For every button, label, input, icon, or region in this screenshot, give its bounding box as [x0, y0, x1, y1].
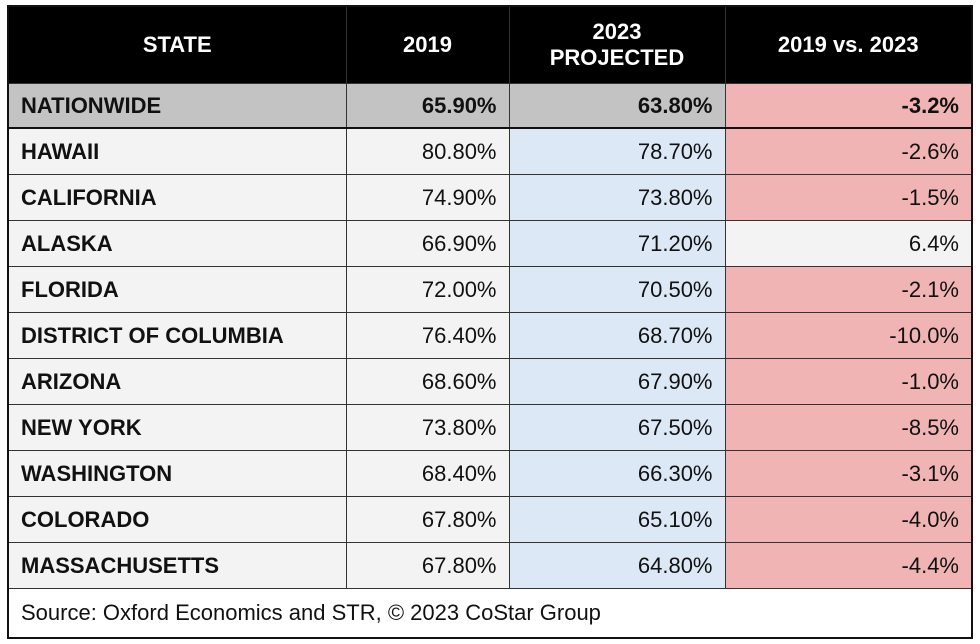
value-cell: 70.50% [508, 266, 726, 313]
value-cell: 67.80% [345, 496, 510, 543]
table-row: HAWAII 80.80% 78.70% -2.6% [7, 127, 973, 175]
source-note: Source: Oxford Economics and STR, © 2023… [7, 588, 973, 639]
value-cell: -3.2% [724, 83, 973, 129]
table-container: STATE 2019 2023 PROJECTED 2019 vs. 2023 NAT… [7, 5, 973, 639]
value-cell: -1.5% [724, 174, 973, 221]
value-cell: -4.0% [724, 496, 973, 543]
value-cell: -2.1% [724, 266, 973, 313]
value-cell: -2.6% [724, 127, 973, 175]
value-cell: 80.80% [345, 127, 510, 175]
value-cell: 6.4% [724, 220, 973, 267]
state-cell: HAWAII [7, 127, 347, 175]
state-cell: NATIONWIDE [7, 83, 347, 129]
table-row: MASSACHUSETTS 67.80% 64.80% -4.4% [7, 542, 973, 589]
value-cell: 65.90% [345, 83, 510, 129]
source-row: Source: Oxford Economics and STR, © 2023… [7, 588, 973, 639]
value-cell: -8.5% [724, 404, 973, 451]
state-cell: ARIZONA [7, 358, 347, 405]
header-row: STATE 2019 2023 PROJECTED 2019 vs. 2023 [7, 5, 973, 84]
table-row: FLORIDA 72.00% 70.50% -2.1% [7, 266, 973, 313]
state-cell: DISTRICT OF COLUMBIA [7, 312, 347, 359]
value-cell: 66.90% [345, 220, 510, 267]
table-row: WASHINGTON 68.40% 66.30% -3.1% [7, 450, 973, 497]
table-row: COLORADO 67.80% 65.10% -4.0% [7, 496, 973, 543]
state-cell: NEW YORK [7, 404, 347, 451]
value-cell: 68.70% [508, 312, 726, 359]
value-cell: 68.40% [345, 450, 510, 497]
state-cell: ALASKA [7, 220, 347, 267]
state-cell: CALIFORNIA [7, 174, 347, 221]
value-cell: 63.80% [508, 83, 726, 129]
state-cell: FLORIDA [7, 266, 347, 313]
value-cell: -1.0% [724, 358, 973, 405]
table-row: CALIFORNIA 74.90% 73.80% -1.5% [7, 174, 973, 221]
table-row: ALASKA 66.90% 71.20% 6.4% [7, 220, 973, 267]
value-cell: 65.10% [508, 496, 726, 543]
value-cell: 67.90% [508, 358, 726, 405]
value-cell: -3.1% [724, 450, 973, 497]
header-cell: STATE [7, 5, 347, 84]
header-cell: 2019 [345, 5, 510, 84]
value-cell: -10.0% [724, 312, 973, 359]
value-cell: 71.20% [508, 220, 726, 267]
value-cell: 78.70% [508, 127, 726, 175]
value-cell: 67.50% [508, 404, 726, 451]
state-cell: WASHINGTON [7, 450, 347, 497]
occupancy-table: STATE 2019 2023 PROJECTED 2019 vs. 2023 NAT… [7, 5, 973, 639]
value-cell: 68.60% [345, 358, 510, 405]
table-row: NEW YORK 73.80% 67.50% -8.5% [7, 404, 973, 451]
value-cell: 76.40% [345, 312, 510, 359]
state-cell: COLORADO [7, 496, 347, 543]
value-cell: 64.80% [508, 542, 726, 589]
value-cell: 73.80% [508, 174, 726, 221]
header-cell: 2023 PROJECTED [508, 5, 726, 84]
value-cell: 74.90% [345, 174, 510, 221]
value-cell: 72.00% [345, 266, 510, 313]
state-cell: MASSACHUSETTS [7, 542, 347, 589]
value-cell: 67.80% [345, 542, 510, 589]
header-cell: 2019 vs. 2023 [724, 5, 973, 84]
value-cell: 66.30% [508, 450, 726, 497]
value-cell: 73.80% [345, 404, 510, 451]
value-cell: -4.4% [724, 542, 973, 589]
table-row: NATIONWIDE 65.90% 63.80% -3.2% [7, 83, 973, 129]
table-row: DISTRICT OF COLUMBIA 76.40% 68.70% -10.0% [7, 312, 973, 359]
table-row: ARIZONA 68.60% 67.90% -1.0% [7, 358, 973, 405]
